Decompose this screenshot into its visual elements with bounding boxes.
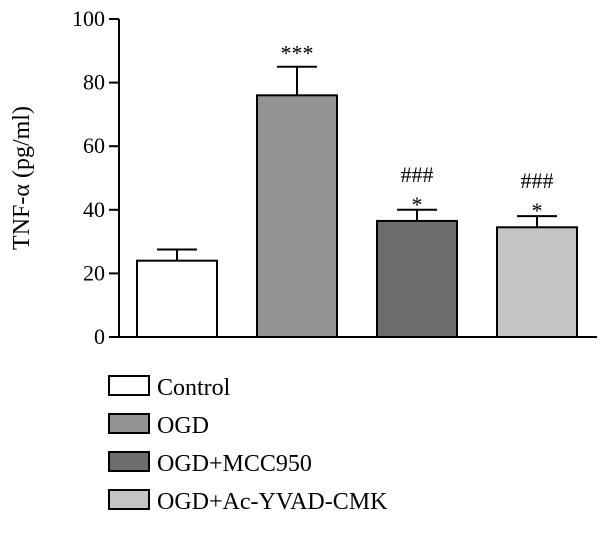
legend-item: OGD bbox=[108, 413, 209, 439]
bars: *** ### * ### * bbox=[136, 41, 578, 338]
legend-label: Control bbox=[157, 375, 231, 401]
legend-label: OGD+Ac-YVAD-CMK bbox=[157, 489, 388, 515]
bar bbox=[496, 226, 578, 338]
legend-item: Control bbox=[108, 375, 231, 401]
legend-swatch bbox=[108, 489, 150, 510]
legend-item: OGD+Ac-YVAD-CMK bbox=[108, 489, 388, 515]
bar-group: ### * bbox=[376, 162, 458, 338]
bar-group bbox=[136, 248, 218, 338]
significance-marker: *** bbox=[281, 41, 314, 66]
y-tick-label: 100 bbox=[72, 6, 105, 31]
significance-marker: ### bbox=[401, 162, 434, 187]
significance-marker: * bbox=[412, 192, 423, 217]
y-tick-label: 80 bbox=[83, 70, 105, 95]
y-axis-label: TNF-α (pg/ml) bbox=[9, 106, 35, 250]
legend-swatch bbox=[108, 413, 150, 434]
bar-group: *** bbox=[256, 41, 338, 338]
bar bbox=[376, 219, 458, 338]
legend: Control OGD OGD+MCC950 OGD+Ac-YVAD-CMK bbox=[108, 375, 388, 515]
bar bbox=[136, 259, 218, 338]
legend-swatch bbox=[108, 375, 150, 396]
legend-swatch bbox=[108, 451, 150, 472]
y-tick-label: 20 bbox=[83, 260, 105, 285]
legend-label: OGD+MCC950 bbox=[157, 451, 312, 477]
legend-label: OGD bbox=[157, 413, 209, 439]
bar-group: ### * bbox=[496, 168, 578, 338]
bar bbox=[256, 94, 338, 338]
legend-item: OGD+MCC950 bbox=[108, 451, 312, 477]
y-tick-label: 60 bbox=[83, 133, 105, 158]
y-tick-label: 0 bbox=[94, 324, 105, 349]
significance-marker: * bbox=[532, 198, 543, 223]
y-tick-label: 40 bbox=[83, 197, 105, 222]
significance-marker: ### bbox=[521, 168, 554, 193]
